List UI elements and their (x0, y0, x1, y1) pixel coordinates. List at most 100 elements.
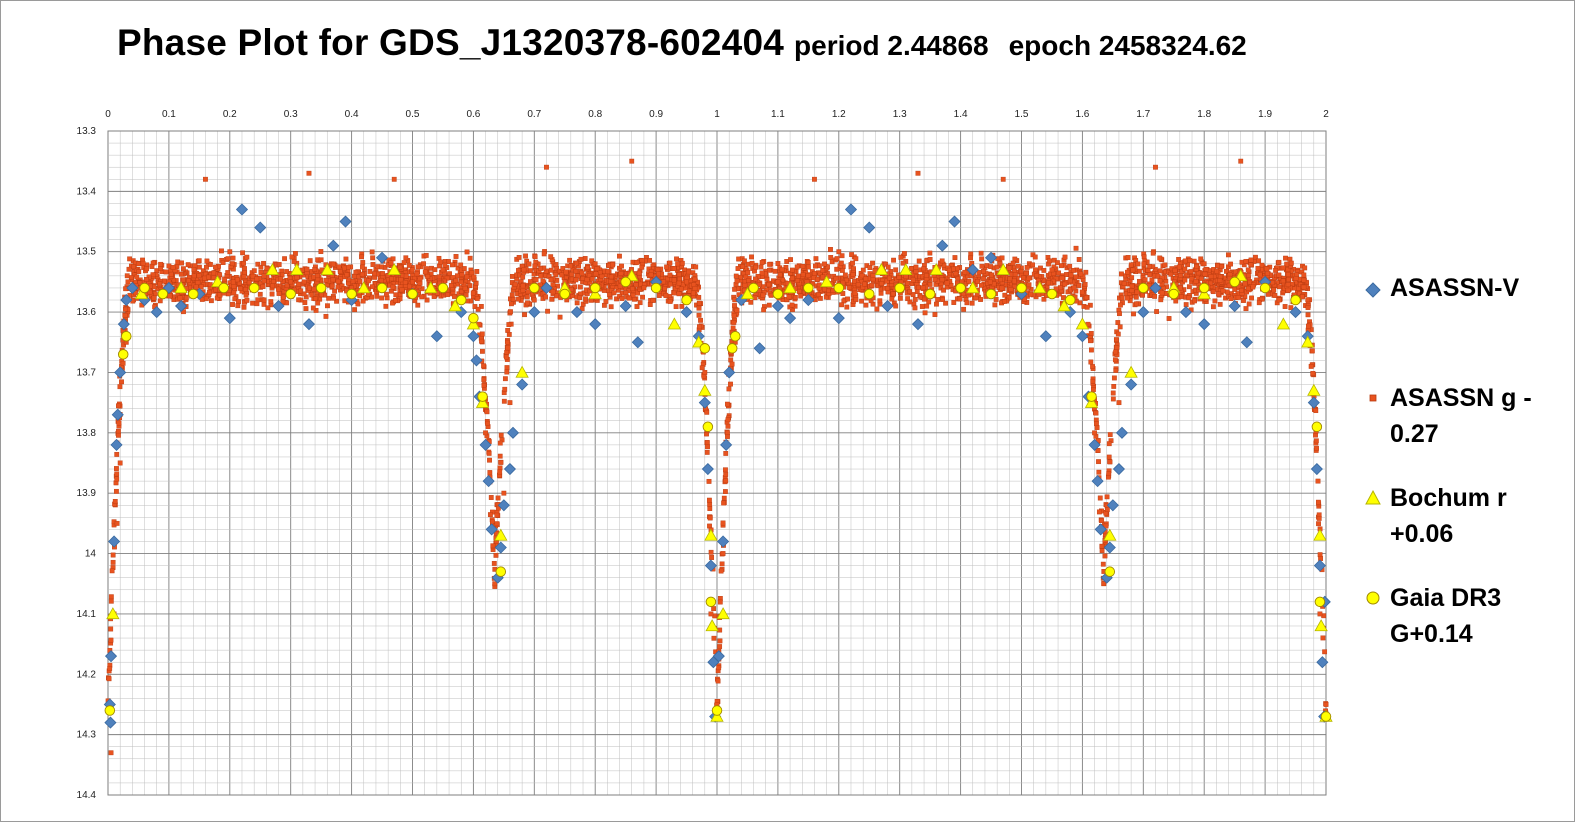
asassn-g-point (711, 606, 717, 612)
asassn-v-point (302, 318, 316, 331)
bochum-point (996, 263, 1010, 276)
gaia-point (1016, 282, 1027, 294)
asassn-g-point (522, 312, 527, 318)
asassn-g-point (1041, 267, 1047, 273)
asassn-g-point (114, 466, 119, 471)
asassn-g-point (211, 270, 217, 276)
asassn-g-point (833, 276, 839, 281)
asassn-g-point (538, 265, 544, 271)
asassn-g-point (678, 286, 684, 292)
asassn-g-point (1276, 259, 1282, 265)
asassn-g-point (1093, 410, 1099, 416)
asassn-g-point (745, 270, 751, 275)
asassn-g-point (1006, 265, 1012, 271)
asassn-g-point (1058, 263, 1064, 269)
asassn-g-point (298, 288, 304, 294)
asassn-g-point (203, 296, 209, 302)
asassn-g-point (563, 269, 569, 275)
asassn-g-point (593, 271, 599, 277)
asassn-g-point (1245, 285, 1251, 291)
bochum-point (698, 383, 712, 396)
asassn-g-point (208, 298, 214, 304)
asassn-g-point (1194, 263, 1200, 269)
asassn-g-point (667, 272, 673, 278)
asassn-g-point (236, 299, 241, 304)
asassn-g-point (1310, 371, 1316, 376)
asassn-g-point (573, 268, 579, 274)
bochum-point (899, 263, 913, 276)
bochum-point (783, 281, 797, 294)
asassn-g-point (962, 269, 968, 275)
asassn-g-point (1089, 347, 1094, 353)
x-tick-label: 0.9 (649, 109, 663, 120)
asassn-g-point (693, 264, 699, 270)
asassn-g-point (1189, 276, 1195, 282)
asassn-v-point (720, 438, 733, 451)
asassn-g-point (589, 258, 595, 264)
asassn-g-point (276, 291, 282, 296)
asassn-g-point (1078, 271, 1084, 277)
asassn-g-point (577, 295, 583, 300)
asassn-g-point (280, 299, 286, 305)
asassn-g-point (1246, 301, 1252, 307)
asassn-g-point (217, 292, 223, 298)
asassn-v-point (1125, 378, 1138, 391)
asassn-v-point (467, 330, 480, 343)
asassn-g-point (728, 357, 734, 363)
asassn-g-point (494, 521, 500, 527)
asassn-g-point (296, 297, 302, 303)
asassn-g-point (664, 276, 670, 282)
asassn-g-point (225, 256, 231, 262)
asassn-g-point (761, 307, 767, 313)
asassn-g-point (1235, 294, 1241, 300)
asassn-g-point (722, 489, 728, 494)
asassn-g-point (1183, 302, 1189, 308)
asassn-v-point (619, 299, 632, 313)
asassn-g-point (729, 361, 735, 367)
gaia-point (650, 282, 662, 294)
gaia-point (1259, 282, 1271, 294)
asassn-g-point (521, 267, 527, 273)
asassn-g-point (1154, 309, 1160, 314)
asassn-g-point (440, 267, 446, 273)
asassn-g-point (458, 279, 464, 285)
asassn-g-point (417, 276, 423, 282)
asassn-g-point (452, 294, 457, 299)
asassn-g-point (1012, 272, 1018, 277)
gaia-point (1320, 711, 1332, 722)
asassn-g-point (607, 292, 612, 298)
asassn-g-point (605, 269, 611, 274)
asassn-g-point (479, 331, 485, 337)
asassn-g-point (589, 276, 595, 282)
asassn-g-point (1128, 262, 1134, 268)
asassn-g-point (455, 273, 460, 279)
asassn-g-point (550, 289, 556, 295)
asassn-g-point (839, 302, 844, 308)
asassn-g-point (346, 277, 352, 283)
asassn-g-point (503, 354, 509, 360)
asassn-v-point (223, 312, 236, 325)
asassn-g-point (560, 266, 566, 271)
asassn-g-point (1083, 269, 1089, 275)
asassn-g-point (706, 478, 712, 484)
asassn-g-point (1265, 271, 1270, 276)
asassn-g-point (1073, 245, 1079, 251)
asassn-g-point (878, 290, 884, 296)
asassn-g-point (367, 269, 373, 274)
asassn-g-point (1208, 274, 1214, 279)
asassn-v-point (327, 239, 340, 252)
asassn-g-point (255, 261, 261, 267)
asassn-g-point (326, 295, 332, 301)
asassn-g-point (1092, 430, 1097, 436)
asassn-g-point (1129, 288, 1135, 294)
asassn-g-point (608, 278, 614, 284)
asassn-g-point (839, 268, 845, 273)
asassn-g-point (509, 301, 514, 307)
asassn-g-point (704, 440, 710, 445)
asassn-g-point (1023, 270, 1029, 276)
asassn-g-point (608, 304, 614, 310)
asassn-g-point (905, 280, 910, 286)
asassn-g-point (1317, 611, 1323, 617)
asassn-v-point (339, 215, 352, 228)
asassn-g-point (935, 297, 941, 302)
